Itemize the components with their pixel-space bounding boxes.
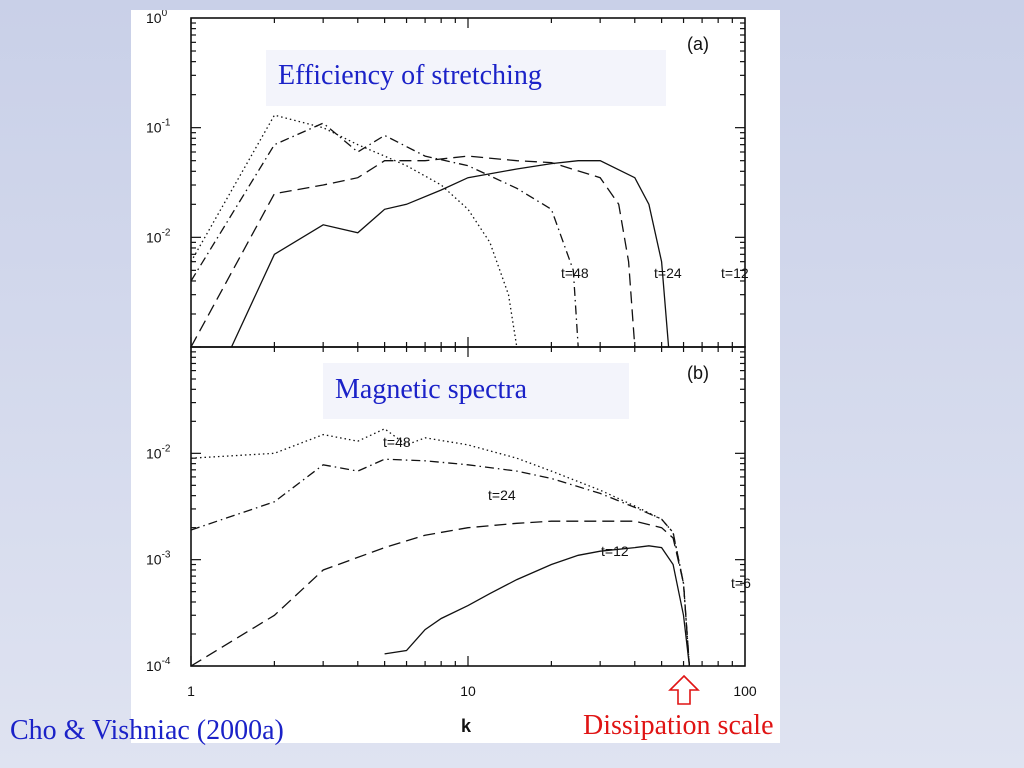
series-line <box>191 114 518 347</box>
x-tick-label: 100 <box>733 683 757 699</box>
series-label: t=48 <box>561 265 589 281</box>
series-line <box>384 545 691 666</box>
y-tick-label: 10-1 <box>146 118 171 136</box>
dissipation-scale-label: Dissipation scale <box>583 710 774 741</box>
y-tick-label: 10-2 <box>146 227 171 245</box>
y-tick-label: 10-3 <box>146 550 171 568</box>
panel-a-title: Efficiency of stretching <box>266 50 666 106</box>
y-tick-label: 10-2 <box>146 443 171 461</box>
series-label: t=6 <box>731 575 751 591</box>
series-line <box>191 428 691 666</box>
x-tick-label: 1 <box>187 683 195 699</box>
x-axis-label: k <box>461 716 472 736</box>
y-tick-label: 10-4 <box>146 656 171 674</box>
series-label: t=12 <box>721 265 749 281</box>
series-line <box>191 458 691 666</box>
panel-tag: (a) <box>687 34 709 54</box>
y-tick-label: 100 <box>146 10 168 26</box>
panel-b: 10-2 10-3 10-4 1 10 100 (b) t=48 t=24 t=12 t=6 <box>146 347 757 699</box>
series-label: t=12 <box>601 543 629 559</box>
series-line <box>191 122 579 347</box>
citation: Cho & Vishniac (2000a) <box>10 715 284 746</box>
series-line <box>191 155 636 347</box>
series-line <box>191 520 691 666</box>
x-tick-label: 10 <box>460 683 476 699</box>
series-label: t=24 <box>488 487 516 503</box>
panel-b-title: Magnetic spectra <box>323 363 629 419</box>
series-label: t=24 <box>654 265 682 281</box>
up-arrow-outline-icon <box>668 674 700 705</box>
series-line <box>230 160 670 347</box>
panel-tag: (b) <box>687 363 709 383</box>
series-label: t=48 <box>383 434 411 450</box>
